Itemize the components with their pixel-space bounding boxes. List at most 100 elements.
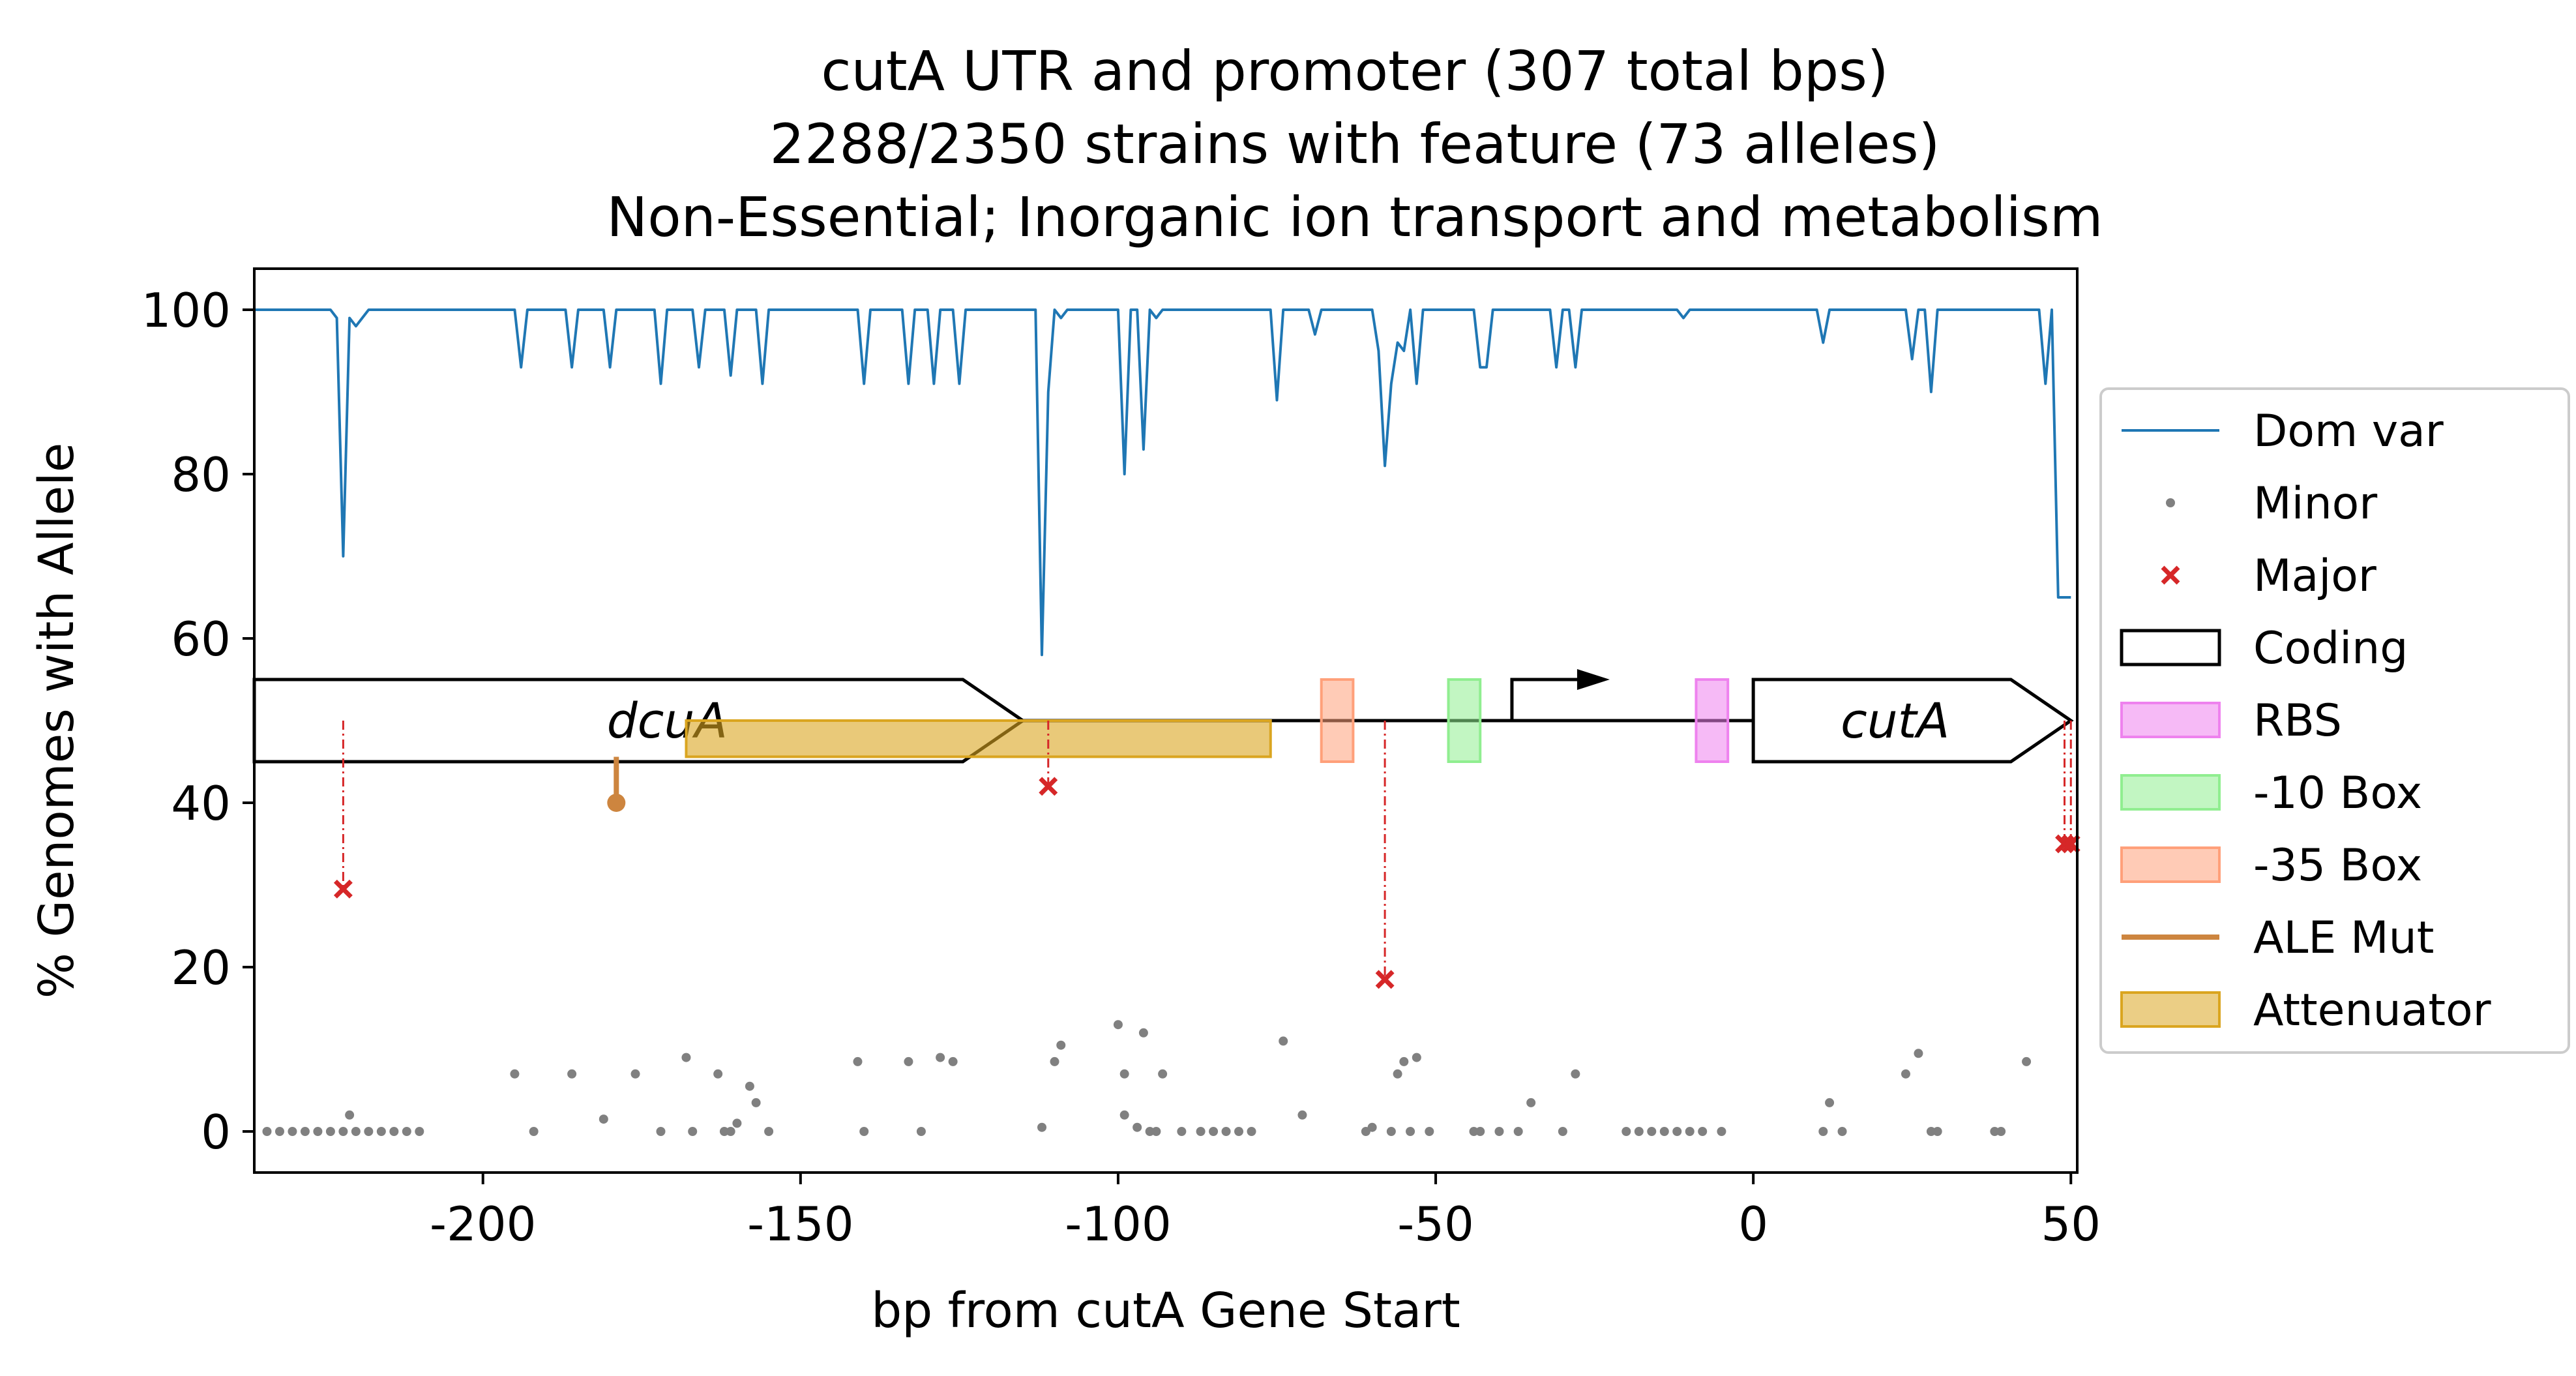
minor-point <box>1901 1069 1910 1079</box>
minor-point <box>1685 1127 1695 1136</box>
minor-point <box>364 1127 374 1136</box>
minor-point <box>1221 1127 1231 1136</box>
dom-var-line <box>254 308 2071 657</box>
legend-label: RBS <box>2253 695 2342 747</box>
y-tick-label: 60 <box>171 612 231 666</box>
minor-point <box>859 1127 869 1136</box>
minor-point <box>376 1127 386 1136</box>
minor-point <box>1151 1127 1161 1136</box>
x-tick-label: -150 <box>747 1197 853 1251</box>
major-point <box>333 879 353 899</box>
y-tick-label: 20 <box>171 940 231 995</box>
minor-point <box>1914 1049 1923 1058</box>
minor-point <box>1367 1122 1377 1132</box>
attenuator-0 <box>685 719 1272 758</box>
y-tick-label: 40 <box>171 776 231 831</box>
minor-point <box>1279 1036 1288 1046</box>
legend-label: Major <box>2253 550 2376 602</box>
ale-mut-point-0 <box>607 794 626 812</box>
minor-point <box>1119 1069 1129 1079</box>
minor-point <box>1717 1127 1726 1136</box>
y-axis: 0 20 40 60 80 100 <box>141 283 254 1159</box>
major-point <box>1375 970 1395 989</box>
minor-point <box>325 1127 335 1136</box>
gene-cutA <box>1751 678 2074 764</box>
minor-point <box>1494 1127 1504 1136</box>
minor-point <box>1621 1127 1631 1136</box>
minor-point <box>288 1127 297 1136</box>
legend-item-coding: Coding <box>2120 623 2408 674</box>
minor-point <box>688 1127 698 1136</box>
title-line-3: Non-Essential; Inorganic ion transport a… <box>606 185 2103 249</box>
legend-swatch <box>2120 629 2221 666</box>
legend-label: ALE Mut <box>2253 912 2434 964</box>
plot-frame <box>253 267 2079 1174</box>
legend-label: Coding <box>2253 623 2408 674</box>
legend-swatch <box>2120 702 2221 738</box>
minor-point <box>351 1127 361 1136</box>
x-tick-label: 50 <box>2041 1197 2101 1251</box>
minor-point <box>1647 1127 1657 1136</box>
legend-item-thirtyfive_box: -35 Box <box>2120 840 2422 891</box>
minor-point <box>338 1127 348 1136</box>
legend-label: -10 Box <box>2253 768 2422 819</box>
y-tick-label: 100 <box>141 283 231 338</box>
minor-point <box>1177 1127 1187 1136</box>
minor-point <box>389 1127 399 1136</box>
minor-point <box>1475 1127 1485 1136</box>
minor-point <box>1209 1127 1219 1136</box>
minor-point <box>567 1069 577 1079</box>
x-tick-label: 0 <box>1738 1197 1768 1251</box>
minor-point <box>2022 1056 2032 1066</box>
legend-item-major: Major <box>2161 550 2376 602</box>
minor-point <box>1932 1127 1942 1136</box>
legend-item-attenuator: Attenuator <box>2120 985 2491 1036</box>
legend-frame <box>2099 387 2570 1054</box>
minor-point <box>1196 1127 1206 1136</box>
annotation-layer: dcuA cutA <box>252 669 2074 812</box>
minor-point <box>936 1053 945 1062</box>
minor-point <box>1698 1127 1708 1136</box>
minor-point <box>916 1127 926 1136</box>
plot-area: dcuA cutA <box>252 267 2080 1174</box>
minor-point <box>1469 1127 1479 1136</box>
minor-point <box>681 1053 691 1062</box>
minor-point <box>1138 1028 1148 1038</box>
x-axis-label: bp from cutA Gene Start <box>871 1283 1460 1339</box>
minor-point <box>313 1127 323 1136</box>
minor-point <box>510 1069 520 1079</box>
minor-point <box>415 1127 424 1136</box>
minor-point <box>345 1110 355 1120</box>
minor-point <box>1386 1127 1396 1136</box>
minor-point <box>1996 1127 2006 1136</box>
legend-item-rbs: RBS <box>2120 695 2342 747</box>
minor-point <box>1526 1098 1536 1107</box>
legend: Dom var Minor Major Coding RBS -10 Box -35 Box… <box>2099 387 2570 1054</box>
minor-point <box>1837 1127 1847 1136</box>
minor-point <box>1234 1127 1244 1136</box>
minor-point <box>1825 1098 1835 1107</box>
legend-swatch <box>2120 774 2221 811</box>
minor-point <box>1113 1020 1123 1030</box>
ten-box-0 <box>1447 678 1482 763</box>
legend-swatch <box>2120 991 2221 1028</box>
minor-point <box>1037 1122 1047 1132</box>
legend-swatch <box>2161 565 2180 585</box>
y-axis-label: % Genomes with Allele <box>29 443 85 998</box>
minor-point <box>904 1056 913 1066</box>
minor-point <box>656 1127 666 1136</box>
legend-item-ale_mut: ALE Mut <box>2122 912 2434 964</box>
minor-point <box>262 1127 272 1136</box>
minor-point <box>713 1069 723 1079</box>
minor-point <box>1672 1127 1682 1136</box>
legend-swatch <box>2166 498 2175 507</box>
minor-point <box>751 1098 761 1107</box>
minor-point <box>948 1056 958 1066</box>
legend-label: Dom var <box>2253 406 2444 457</box>
minor-point <box>726 1127 735 1136</box>
x-tick-label: -100 <box>1065 1197 1171 1251</box>
minor-point <box>1247 1127 1256 1136</box>
minor-point <box>1133 1122 1142 1132</box>
minor-point <box>1050 1056 1059 1066</box>
